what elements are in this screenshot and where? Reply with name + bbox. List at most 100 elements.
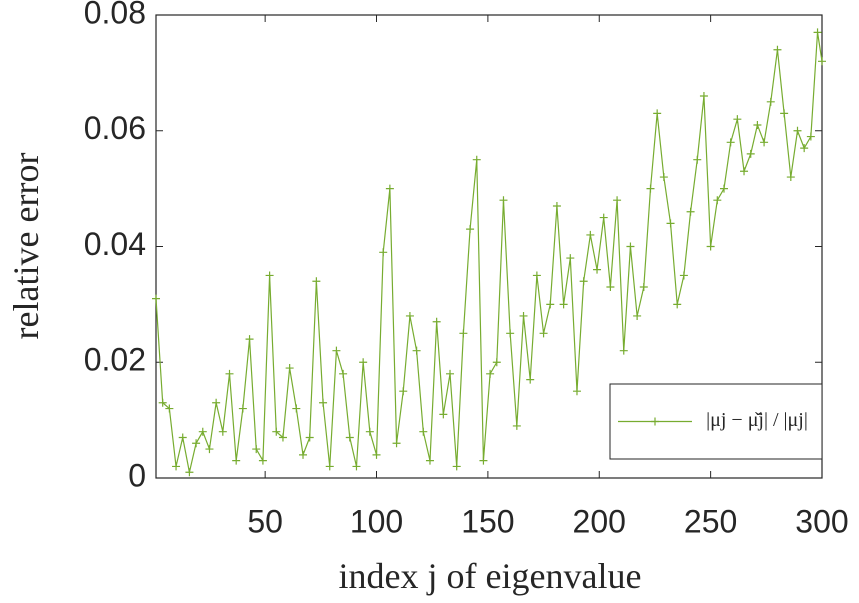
marker	[265, 271, 274, 280]
marker	[659, 173, 668, 182]
marker	[579, 277, 588, 286]
marker	[753, 120, 762, 129]
marker	[613, 196, 622, 205]
marker	[312, 277, 321, 286]
marker	[258, 456, 267, 465]
marker	[212, 398, 221, 407]
marker	[432, 317, 441, 326]
marker	[492, 358, 501, 367]
y-tick-label: 0.06	[84, 110, 146, 146]
marker	[205, 445, 214, 454]
marker	[626, 242, 635, 251]
legend-marker	[651, 417, 659, 426]
marker	[198, 427, 207, 436]
x-tick-label: 50	[247, 503, 283, 539]
marker	[238, 404, 247, 413]
marker	[365, 427, 374, 436]
marker	[405, 311, 414, 320]
marker	[619, 346, 628, 355]
y-tick-label: 0.08	[84, 0, 146, 30]
marker	[793, 126, 802, 135]
marker	[359, 358, 368, 367]
marker	[372, 450, 381, 459]
marker	[740, 167, 749, 176]
x-tick-label: 250	[684, 503, 737, 539]
marker	[339, 369, 348, 378]
marker	[379, 248, 388, 257]
marker	[299, 450, 308, 459]
marker	[653, 109, 662, 118]
marker	[352, 462, 361, 471]
legend-label: |μj − μ̌j| / |μj|	[706, 409, 808, 431]
marker	[526, 375, 535, 384]
marker	[152, 294, 160, 303]
marker	[773, 45, 782, 54]
marker	[699, 92, 708, 101]
marker	[172, 462, 181, 471]
marker	[252, 445, 261, 454]
marker	[786, 173, 795, 182]
marker	[506, 329, 515, 338]
marker	[292, 404, 301, 413]
marker	[706, 242, 715, 251]
marker	[325, 462, 334, 471]
marker	[726, 138, 735, 147]
marker	[472, 155, 481, 164]
y-axis-label: relative error	[6, 153, 46, 340]
marker	[559, 300, 568, 309]
marker	[192, 439, 201, 448]
marker	[479, 456, 488, 465]
marker	[245, 335, 254, 344]
marker	[693, 155, 702, 164]
marker	[452, 462, 461, 471]
marker	[512, 421, 521, 430]
marker	[606, 283, 615, 292]
marker	[646, 184, 655, 193]
marker	[519, 311, 528, 320]
marker	[459, 329, 468, 338]
marker	[679, 271, 688, 280]
marker	[760, 138, 769, 147]
marker	[499, 196, 508, 205]
marker	[546, 300, 555, 309]
y-tick-label: 0	[128, 457, 146, 493]
marker	[813, 28, 822, 37]
marker	[285, 364, 294, 373]
marker	[305, 433, 314, 442]
marker	[766, 97, 775, 106]
marker	[385, 184, 394, 193]
marker	[466, 225, 475, 234]
marker	[532, 271, 541, 280]
marker	[165, 404, 174, 413]
marker	[818, 57, 826, 66]
marker	[806, 132, 815, 141]
marker	[185, 468, 194, 477]
marker	[539, 329, 548, 338]
marker	[225, 369, 234, 378]
marker	[399, 387, 408, 396]
x-tick-label: 100	[350, 503, 403, 539]
marker	[278, 433, 287, 442]
marker	[319, 398, 328, 407]
x-tick-label: 200	[573, 503, 626, 539]
marker	[218, 427, 227, 436]
marker	[673, 300, 682, 309]
marker	[158, 398, 167, 407]
marker	[552, 201, 561, 210]
marker	[232, 456, 241, 465]
marker	[392, 439, 401, 448]
marker	[425, 456, 434, 465]
marker	[633, 311, 642, 320]
marker	[486, 369, 495, 378]
marker	[566, 254, 575, 263]
marker	[593, 265, 602, 274]
marker	[572, 387, 581, 396]
marker	[419, 427, 428, 436]
marker	[713, 196, 722, 205]
x-axis-label: index j of eigenvalue	[339, 556, 642, 596]
marker	[686, 207, 695, 216]
marker	[780, 109, 789, 118]
marker	[439, 410, 448, 419]
marker	[332, 346, 341, 355]
